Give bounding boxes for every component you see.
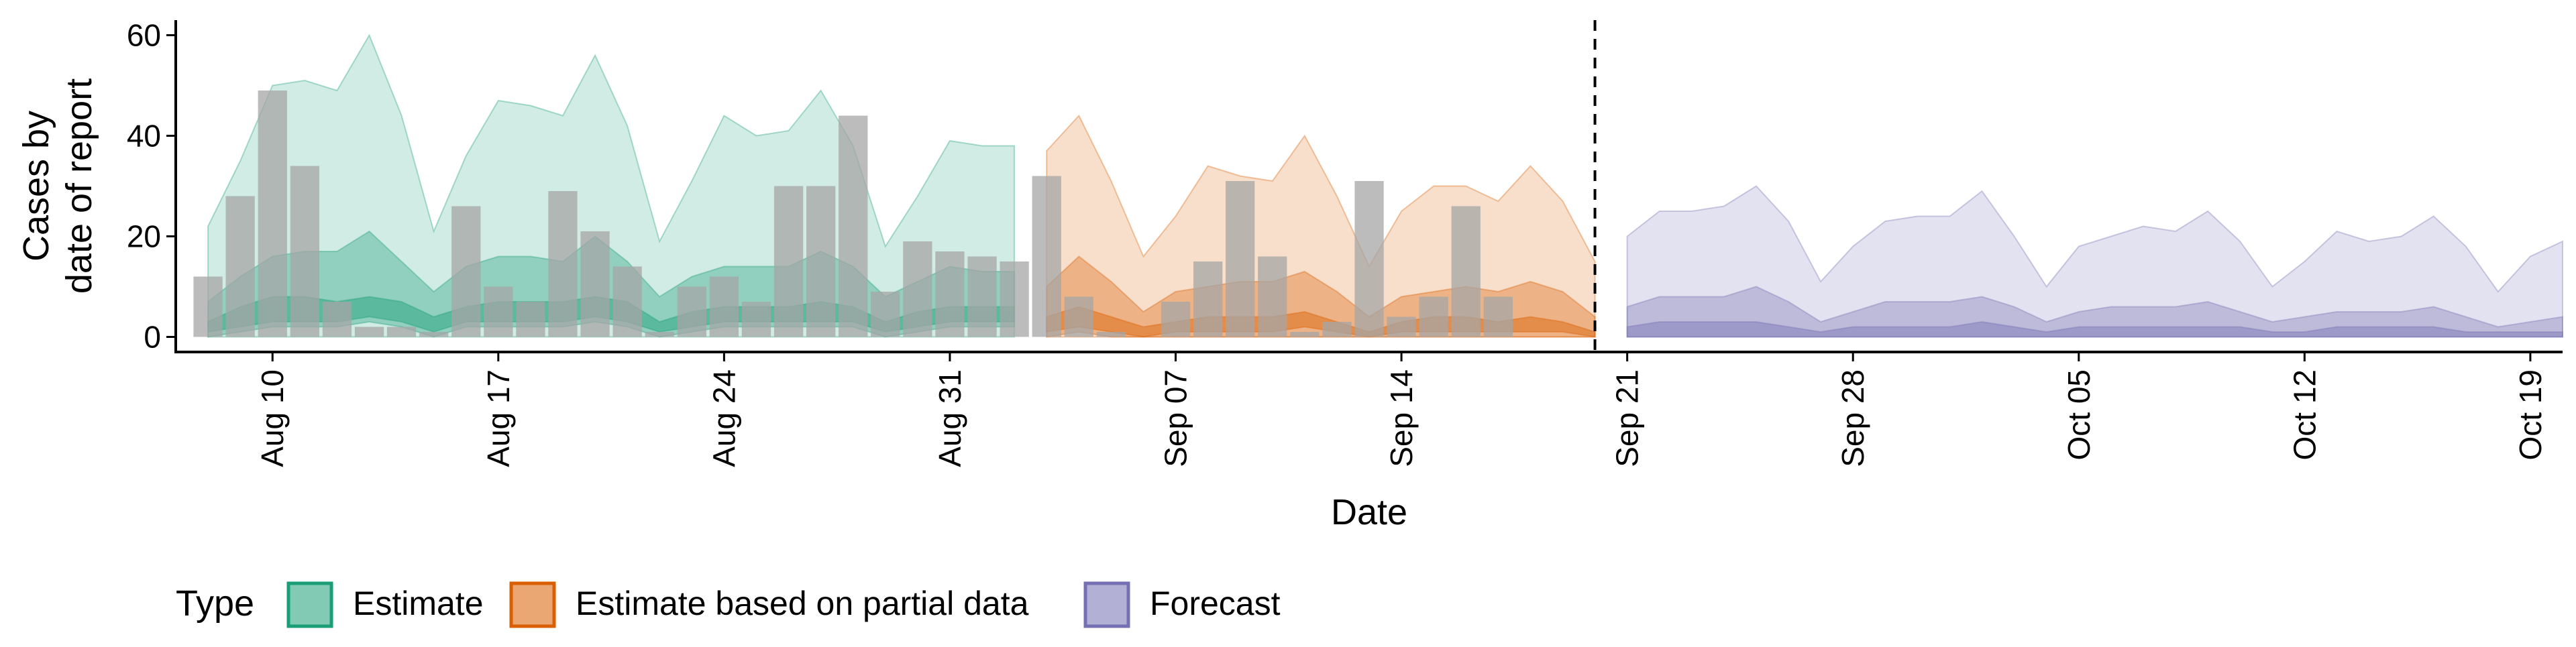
- bar-2020-08-16: [451, 206, 481, 337]
- y-tick-label: 0: [144, 320, 161, 355]
- bar-2020-08-11: [290, 166, 319, 337]
- legend-entry-label: Estimate: [353, 585, 484, 622]
- x-tick-label: Aug 10: [255, 369, 290, 467]
- legend-entry-label: Estimate based on partial data: [576, 585, 1029, 622]
- legend-key: [509, 581, 556, 628]
- bar-2020-09-13: [1354, 181, 1384, 337]
- bar-2020-08-15: [419, 332, 449, 337]
- bar-2020-08-30: [903, 241, 932, 337]
- bar-2020-09-14: [1387, 316, 1416, 337]
- bar-2020-08-12: [322, 302, 352, 337]
- x-tick-label: Oct 05: [2061, 369, 2096, 461]
- x-axis-title: Date: [1331, 492, 1407, 532]
- bar-2020-09-10: [1258, 256, 1287, 337]
- bar-2020-08-22: [645, 332, 674, 337]
- bar-2020-09-04: [1064, 296, 1093, 337]
- bar-2020-08-13: [354, 327, 384, 337]
- bar-2020-09-12: [1322, 322, 1352, 337]
- bar-2020-09-08: [1193, 261, 1223, 337]
- band-2-ci50: [1626, 286, 2563, 338]
- bar-2020-08-27: [806, 186, 836, 337]
- bar-2020-08-23: [677, 286, 706, 337]
- bar-2020-08-21: [612, 266, 642, 337]
- x-tick-label: Oct 19: [2513, 369, 2548, 461]
- bar-2020-08-08: [193, 276, 223, 337]
- y-tick-label: 20: [127, 219, 161, 254]
- y-tick-label: 60: [127, 18, 161, 53]
- bar-2020-09-07: [1161, 302, 1191, 337]
- bar-2020-08-14: [386, 327, 417, 337]
- bar-2020-08-10: [258, 91, 287, 337]
- bar-2020-08-28: [839, 115, 868, 337]
- x-tick-label: Sep 14: [1384, 369, 1419, 467]
- bar-2020-09-03: [1032, 176, 1061, 337]
- x-tick-label: Aug 24: [706, 369, 741, 467]
- bar-2020-08-25: [741, 302, 771, 337]
- bar-2020-08-18: [516, 302, 545, 337]
- x-tick-label: Sep 21: [1610, 369, 1645, 467]
- x-tick-label: Sep 28: [1835, 369, 1870, 467]
- axes-layer: 0 20 40 60 Aug 10 Aug 17 Aug 24 Aug 31 Sep 07 Sep…: [16, 18, 2563, 532]
- bar-2020-09-05: [1096, 332, 1126, 337]
- bar-2020-09-16: [1451, 206, 1481, 337]
- legend-title: Type: [176, 583, 254, 624]
- bar-2020-08-31: [935, 251, 965, 337]
- y-tick-label: 40: [127, 119, 161, 154]
- x-tick-label: Sep 07: [1159, 369, 1193, 467]
- bar-2020-08-17: [484, 286, 513, 337]
- bar-2020-09-09: [1226, 181, 1255, 337]
- bar-2020-09-17: [1483, 296, 1513, 337]
- legend-key: [1083, 581, 1130, 628]
- bar-2020-08-09: [225, 196, 255, 337]
- y-axis-title-line: Cases by: [16, 111, 56, 261]
- x-tick-label: Aug 17: [481, 369, 516, 467]
- legend-entry-label: Forecast: [1150, 585, 1281, 622]
- bar-2020-08-19: [548, 191, 578, 337]
- bar-2020-08-20: [580, 231, 610, 337]
- x-tick-label: Oct 12: [2287, 369, 2322, 461]
- bar-2020-08-29: [871, 292, 900, 337]
- bar-2020-09-02: [1000, 261, 1029, 337]
- bar-2020-09-11: [1290, 332, 1320, 337]
- y-axis-title-line: date of report: [59, 78, 99, 294]
- bar-2020-08-26: [773, 186, 804, 337]
- x-tick-label: Aug 31: [932, 369, 967, 467]
- bar-2020-09-01: [967, 256, 997, 337]
- band-2-ci90: [1626, 185, 2563, 338]
- bar-2020-08-24: [709, 276, 739, 337]
- bar-2020-09-15: [1419, 296, 1448, 337]
- band-2-ci20: [1626, 320, 2563, 338]
- legend-key: [286, 581, 333, 628]
- bar-layer: [193, 91, 1513, 337]
- legend: Type Estimate Estimate based on partial da…: [176, 581, 1281, 628]
